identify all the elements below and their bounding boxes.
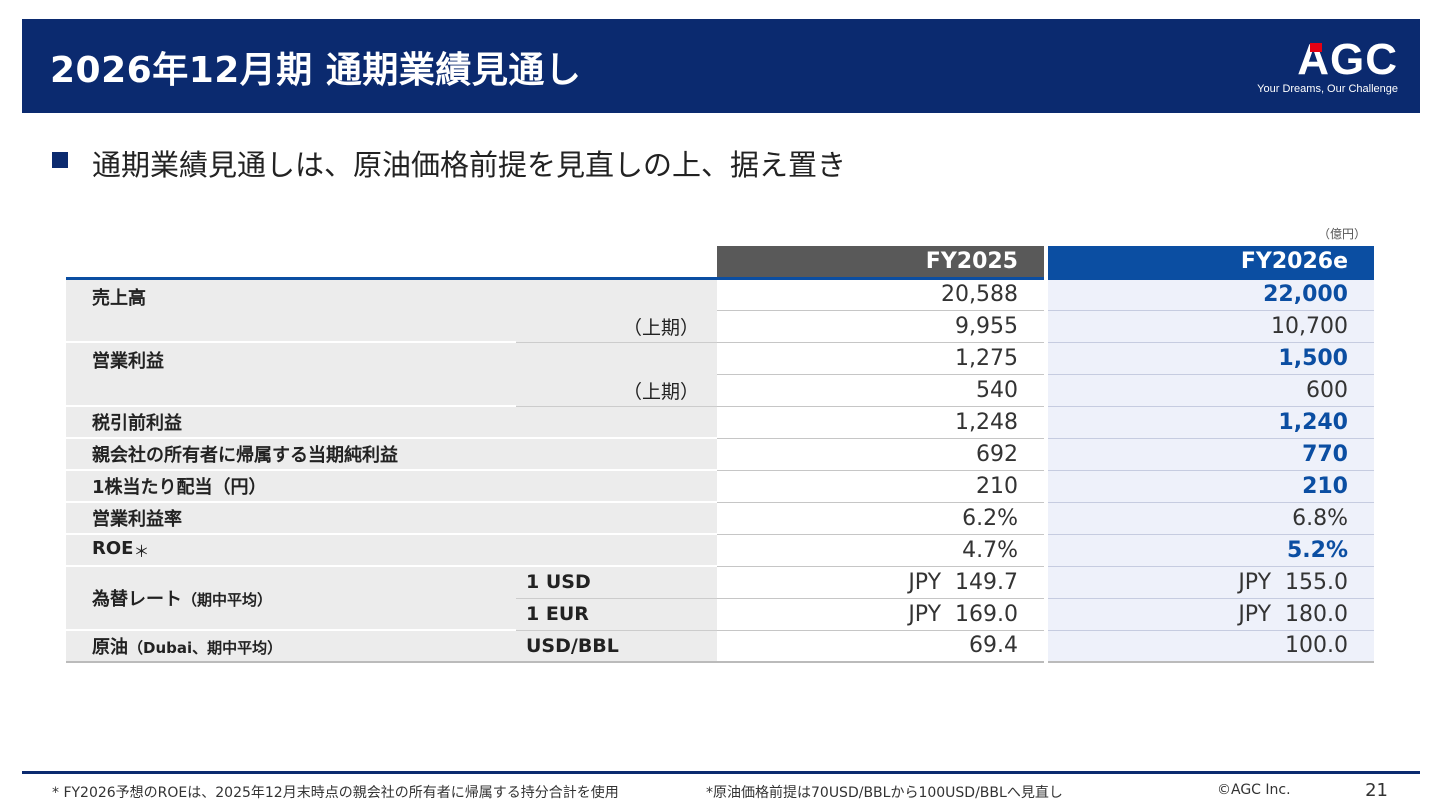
table-row: 税引前利益 1,248 1,240 — [66, 406, 1374, 439]
row-label-operating-margin: 営業利益率 — [66, 502, 717, 535]
value-fy2025: 1,248 — [717, 406, 1048, 439]
value-fy2026e: 210 — [1046, 470, 1374, 503]
table-row: ROE＊ 4.7% 5.2% — [66, 534, 1374, 567]
value-fy2026e: 100.0 — [1046, 630, 1374, 663]
value-fy2026e: JPY 180.0 — [1046, 598, 1374, 631]
oil-label-note: （Dubai、期中平均） — [128, 639, 283, 657]
table-row: 売上高 20,588 22,000 — [66, 278, 1374, 343]
logo-mark: AGC — [1238, 38, 1398, 82]
row-label-pretax-profit: 税引前利益 — [66, 406, 717, 439]
roe-asterisk: ＊ — [133, 542, 150, 561]
forecast-table: FY2025 FY2026e 売上高 20,588 22,000 （上期） 9,… — [66, 246, 1374, 663]
col-header-fy2026e: FY2026e — [1046, 246, 1374, 280]
row-sub — [516, 342, 717, 375]
table-row: 営業利益率 6.2% 6.8% — [66, 502, 1374, 535]
footer-divider — [22, 771, 1420, 774]
table-header-row: FY2025 FY2026e — [66, 246, 1374, 280]
value-fy2025: 20,588 — [717, 278, 1048, 311]
row-sub — [516, 278, 717, 311]
table-row: 原油（Dubai、期中平均） USD/BBL 69.4 100.0 — [66, 630, 1374, 663]
page-number: 21 — [1365, 780, 1388, 801]
agc-logo: AGC Your Dreams, Our Challenge — [1238, 38, 1398, 96]
oil-label: 原油 — [92, 637, 128, 658]
logo-tagline: Your Dreams, Our Challenge — [1257, 83, 1398, 95]
row-sub-h1: （上期） — [516, 374, 717, 407]
unit-note: （億円） — [1318, 227, 1367, 241]
table-row: 営業利益 1,275 1,500 — [66, 342, 1374, 407]
footnote-roe: * FY2026予想のROEは、2025年12月末時点の親会社の所有者に帰属する… — [52, 785, 619, 801]
value-fy2025: 692 — [717, 438, 1048, 471]
page-title: 2026年12月期 通期業績見通し — [50, 50, 582, 91]
col-header-fy2025: FY2025 — [717, 246, 1048, 280]
row-sub-usd-bbl: USD/BBL — [516, 630, 717, 663]
row-label-operating-profit: 営業利益 — [66, 342, 516, 407]
row-label-roe: ROE＊ — [66, 534, 717, 567]
fx-label: 為替レート — [92, 589, 182, 610]
row-sub-usd: 1 USD — [516, 566, 717, 599]
row-label-crude-oil: 原油（Dubai、期中平均） — [66, 630, 516, 663]
fx-label-note: （期中平均） — [182, 591, 273, 609]
value-fy2025: 210 — [717, 470, 1048, 503]
row-label-revenue: 売上高 — [66, 278, 516, 343]
row-label-dividend: 1株当たり配当（円） — [66, 470, 717, 503]
title-bar: 2026年12月期 通期業績見通し AGC Your Dreams, Our C… — [22, 19, 1420, 113]
row-label-fx-rate: 為替レート（期中平均） — [66, 566, 516, 631]
value-fy2025: 540 — [717, 374, 1048, 407]
value-fy2025: 4.7% — [717, 534, 1048, 567]
row-label-net-profit: 親会社の所有者に帰属する当期純利益 — [66, 438, 717, 471]
table-row: （上期） 9,955 10,700 — [66, 310, 1374, 343]
value-fy2025: JPY 169.0 — [717, 598, 1048, 631]
table-row: 1株当たり配当（円） 210 210 — [66, 470, 1374, 503]
value-fy2026e: JPY 155.0 — [1046, 566, 1374, 599]
table-row: 1 EUR JPY 169.0 JPY 180.0 — [66, 598, 1374, 631]
value-fy2026e: 770 — [1046, 438, 1374, 471]
value-fy2025: JPY 149.7 — [717, 566, 1048, 599]
value-fy2026e: 10,700 — [1046, 310, 1374, 343]
roe-label: ROE — [92, 538, 134, 559]
value-fy2026e: 5.2% — [1046, 534, 1374, 567]
table-row: 為替レート（期中平均） 1 USD JPY 149.7 JPY 155.0 — [66, 566, 1374, 631]
value-fy2025: 6.2% — [717, 502, 1048, 535]
value-fy2025: 69.4 — [717, 630, 1048, 663]
logo-red-accent — [1310, 43, 1322, 52]
value-fy2026e: 1,240 — [1046, 406, 1374, 439]
table-row: 親会社の所有者に帰属する当期純利益 692 770 — [66, 438, 1374, 471]
row-sub-eur: 1 EUR — [516, 598, 717, 631]
copyright: ©AGC Inc. — [1217, 782, 1291, 798]
header-blank — [66, 246, 717, 280]
value-fy2026e: 22,000 — [1046, 278, 1374, 311]
value-fy2026e: 1,500 — [1046, 342, 1374, 375]
value-fy2025: 1,275 — [717, 342, 1048, 375]
row-sub-h1: （上期） — [516, 310, 717, 343]
value-fy2026e: 6.8% — [1046, 502, 1374, 535]
value-fy2025: 9,955 — [717, 310, 1048, 343]
footnote-oil: *原油価格前提は70USD/BBLから100USD/BBLへ見直し — [706, 785, 1063, 801]
square-bullet-icon — [52, 152, 68, 168]
table-row: （上期） 540 600 — [66, 374, 1374, 407]
value-fy2026e: 600 — [1046, 374, 1374, 407]
headline: 通期業績見通しは、原油価格前提を見直しの上、据え置き — [92, 148, 847, 182]
